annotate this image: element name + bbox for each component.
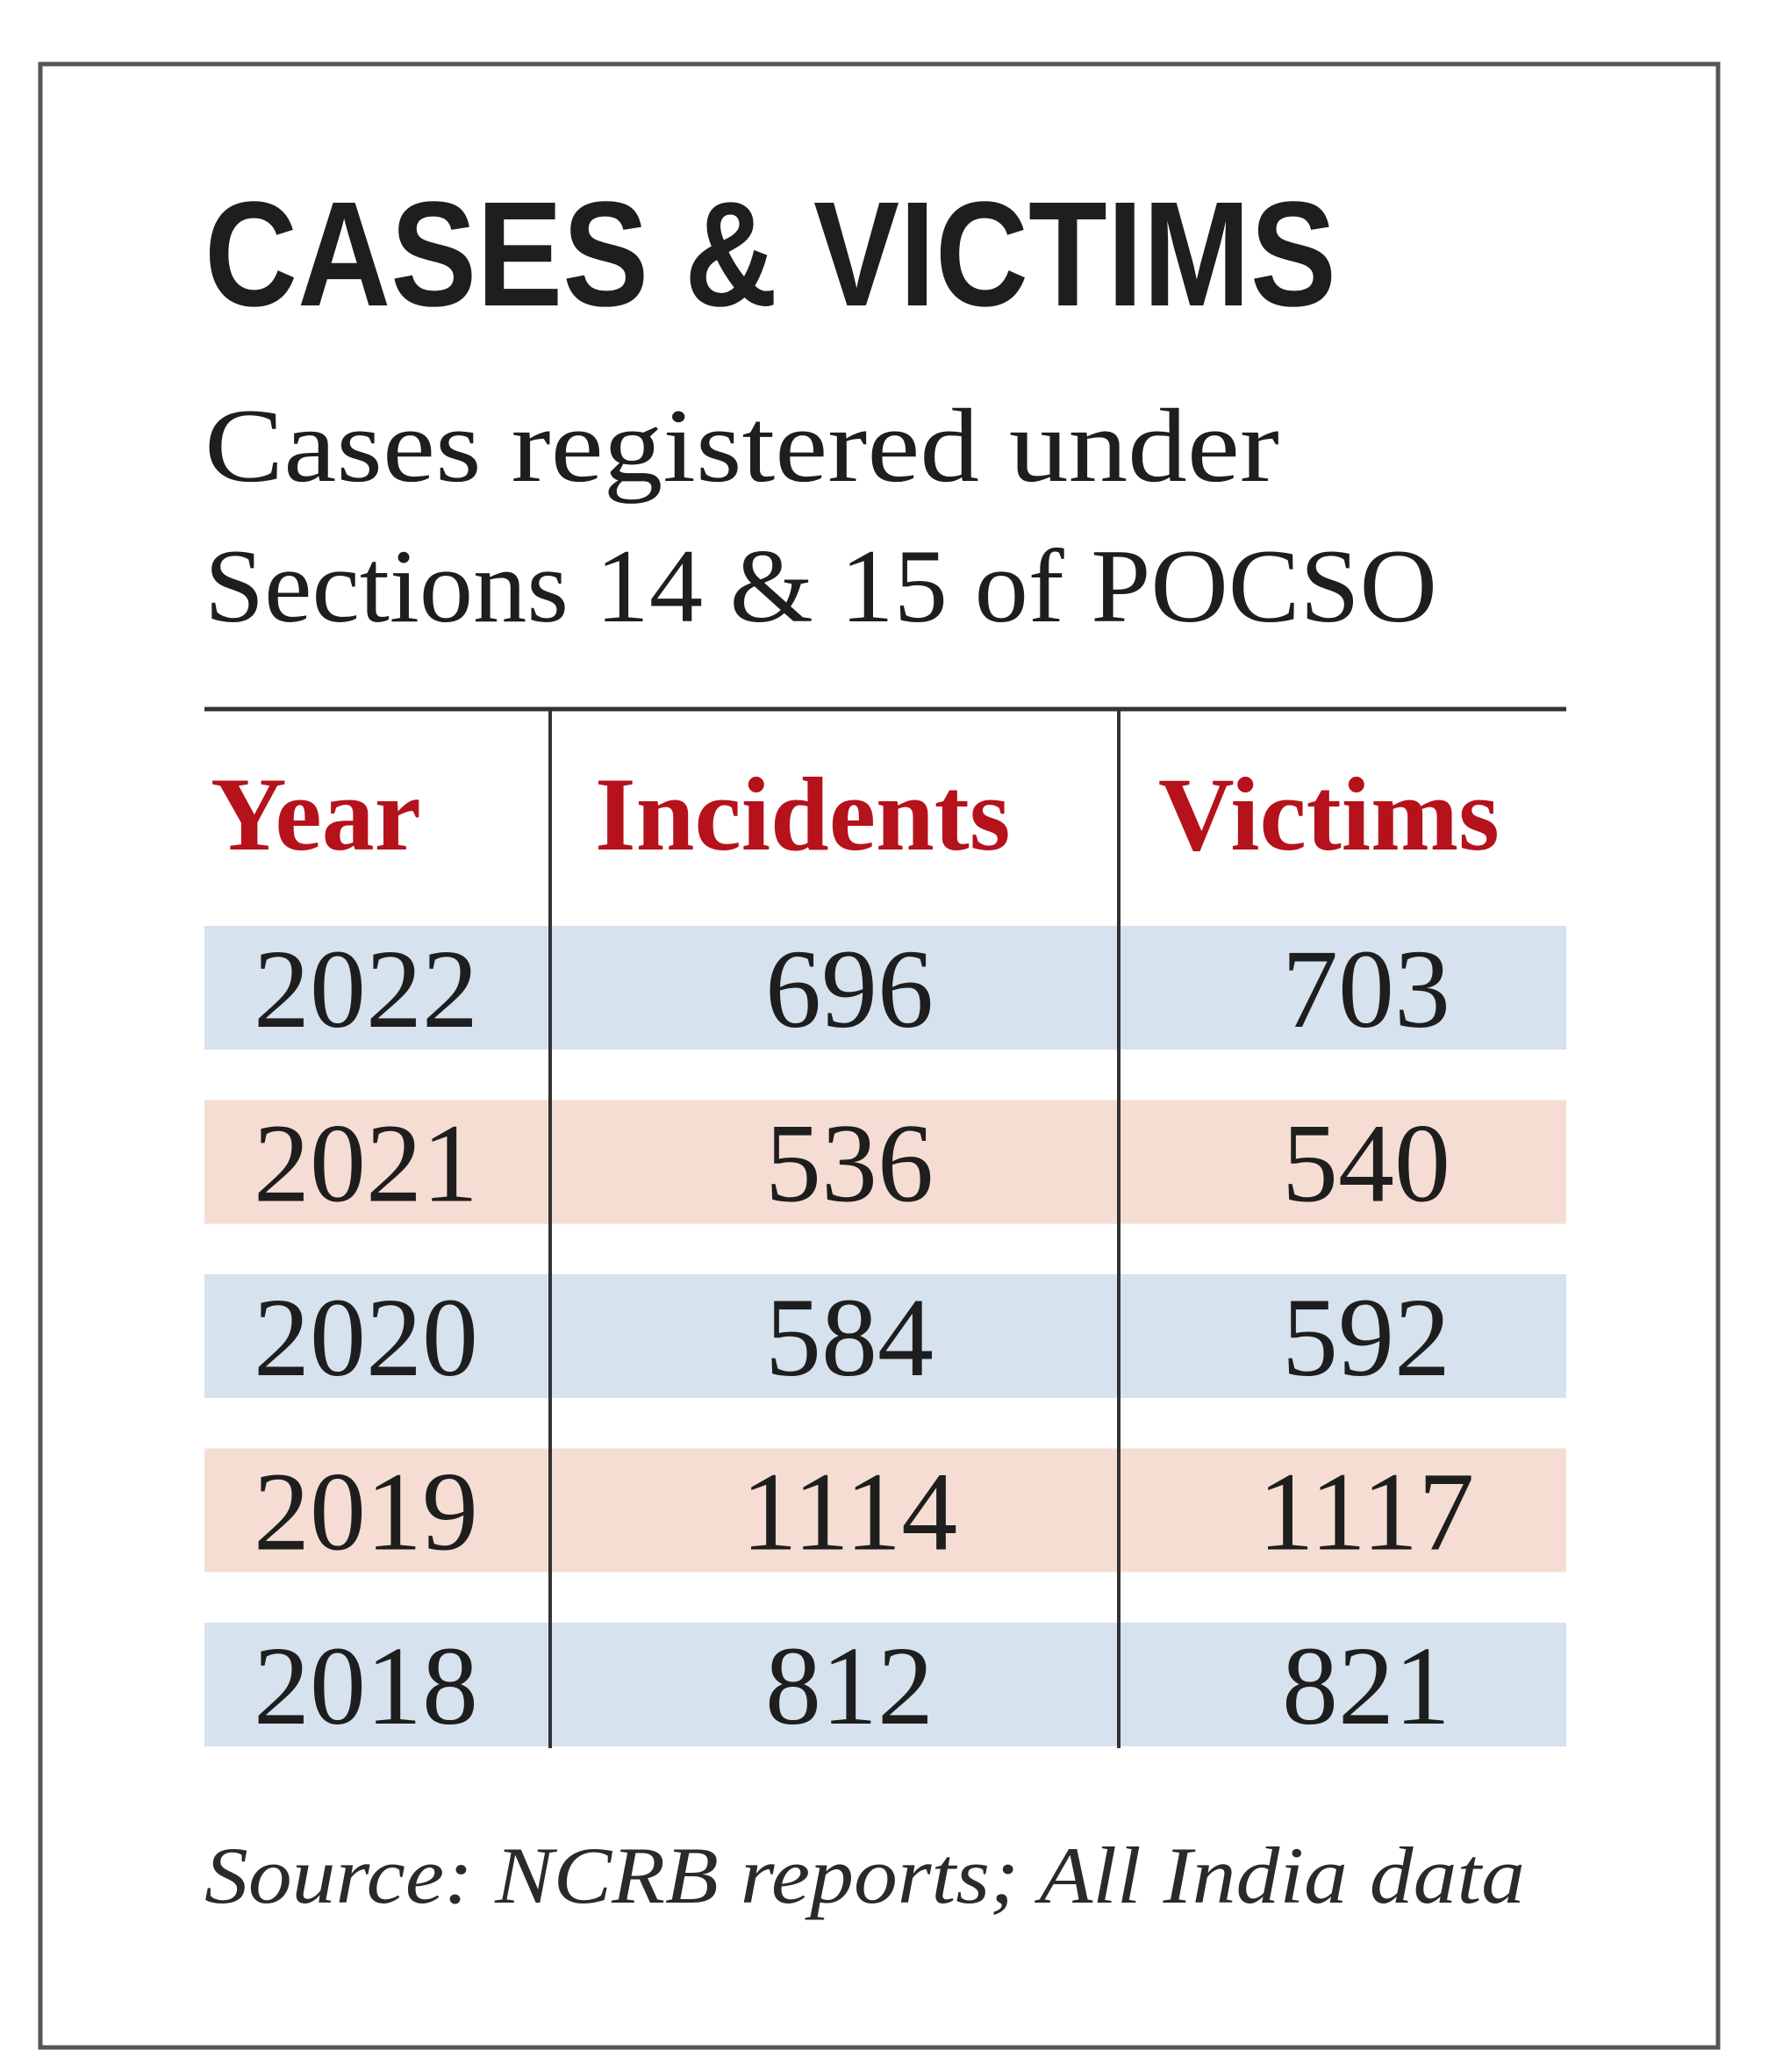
table-cell: 1114: [741, 1450, 958, 1574]
frame: [38, 61, 1721, 2050]
column-header: Year: [211, 756, 421, 872]
row-band: [204, 926, 1566, 1050]
table-cell: 536: [765, 1101, 934, 1226]
table-cell: 592: [1282, 1275, 1450, 1400]
table-cell: 703: [1282, 927, 1450, 1051]
table-cell: 2020: [254, 1275, 478, 1400]
subtitle: Cases registered under: [204, 387, 1279, 504]
table-cell: 540: [1282, 1101, 1450, 1226]
row-band: [204, 1623, 1566, 1746]
table-cell: 821: [1282, 1624, 1450, 1748]
row-band: [204, 1448, 1566, 1573]
table-cell: 696: [765, 927, 934, 1051]
table-cell: 584: [765, 1275, 934, 1400]
table-cell: 2022: [254, 927, 478, 1051]
row-band: [204, 1100, 1566, 1224]
table-cell: 2019: [254, 1450, 478, 1574]
column-header: Victims: [1158, 756, 1500, 872]
row-band: [204, 1274, 1566, 1398]
source: Source: NCRB reports; All India data: [204, 1831, 1525, 1920]
title: CASES & VICTIMS: [204, 171, 1336, 338]
table: Year Incidents Victims 2022 696 703 2021 536 540…: [204, 711, 1566, 1748]
column-header: Incidents: [595, 756, 1010, 872]
table-cell: 1117: [1258, 1450, 1475, 1574]
subtitle: Sections 14 & 15 of POCSO: [204, 527, 1437, 644]
table-cell: 812: [765, 1624, 934, 1748]
table-cell: 2018: [254, 1624, 478, 1748]
table-cell: 2021: [254, 1101, 478, 1226]
